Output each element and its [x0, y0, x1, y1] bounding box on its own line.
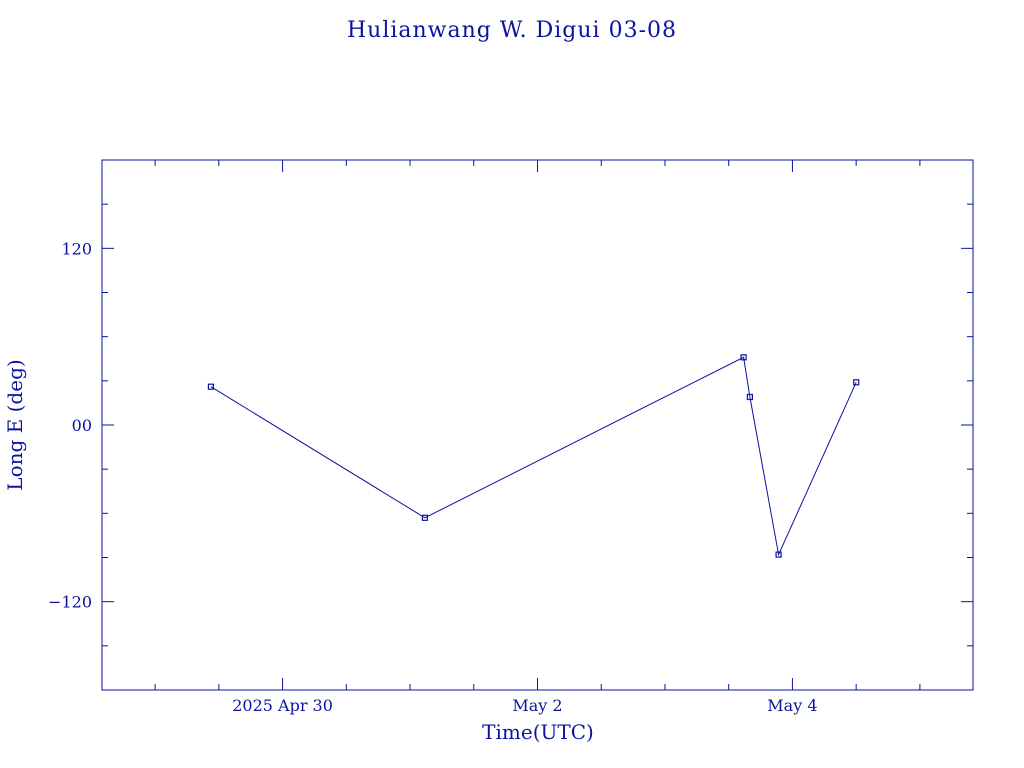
axis-ticks: [102, 160, 973, 690]
data-point: [207, 383, 214, 390]
x-tick-label: May 2: [512, 696, 562, 715]
y-tick-label: 00: [72, 416, 92, 435]
axis-tick-labels: 2025 Apr 30 May 2 May 4 120 00 −120: [48, 239, 817, 715]
y-axis-label: Long E (deg): [3, 359, 27, 490]
x-tick-label: May 4: [767, 696, 817, 715]
plot-frame: [101, 159, 974, 691]
data-point: [775, 551, 782, 558]
y-tick-label: −120: [48, 593, 92, 612]
data-point: [746, 393, 754, 401]
data-point: [853, 379, 860, 386]
series-line: [210, 356, 857, 557]
chart-title: Hulianwang W. Digui 03-08: [347, 18, 677, 43]
y-tick-label: 120: [61, 239, 92, 258]
plot-area: [207, 354, 860, 558]
data-point: [740, 354, 747, 361]
data-point: [421, 514, 428, 521]
x-axis-label: Time(UTC): [482, 720, 594, 744]
x-tick-label: 2025 Apr 30: [232, 696, 333, 715]
